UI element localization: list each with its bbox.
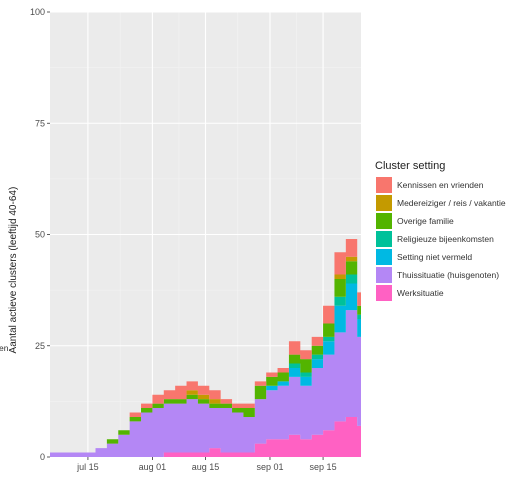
legend-label: Setting niet vermeld — [397, 252, 472, 262]
y-tick-label: 50 — [35, 230, 45, 240]
y-axis: 0 25 50 75 100 — [30, 7, 50, 462]
area-series — [50, 261, 361, 453]
legend-swatch — [376, 195, 392, 211]
x-tick-label: sep 01 — [256, 462, 283, 472]
legend-label: Religieuze bijeenkomsten — [397, 234, 494, 244]
legend-label: Medereiziger / reis / vakantie — [397, 198, 506, 208]
legend-label: Kennissen en vrienden — [397, 180, 484, 190]
legend-label: Werksituatie — [397, 288, 444, 298]
area-series — [50, 238, 361, 453]
y-tick-label: 25 — [35, 341, 45, 351]
x-tick-label: aug 01 — [139, 462, 167, 472]
legend-title: Cluster setting — [375, 160, 445, 172]
legend-swatch — [376, 213, 392, 229]
legend: Cluster setting Kennissen en vrienden Med… — [375, 160, 506, 301]
y-tick-label: 0 — [40, 452, 45, 462]
y-tick-label: 100 — [30, 7, 45, 17]
x-tick-label: jul 15 — [76, 462, 99, 472]
area-series — [50, 416, 361, 457]
y-tick-label: 75 — [35, 118, 45, 128]
legend-label: Thuissituatie (huisgenoten) — [397, 270, 499, 280]
x-axis: jul 15 aug 01 aug 15 sep 01 sep 15 — [76, 457, 337, 472]
legend-swatch — [376, 177, 392, 193]
stacked-areas — [50, 238, 361, 457]
x-tick-label: aug 15 — [192, 462, 220, 472]
y-axis-title: Aantal actieve clusters (leeftijd 40-64) — [8, 187, 19, 354]
area-series — [50, 310, 361, 457]
legend-swatch — [376, 231, 392, 247]
legend-swatch — [376, 285, 392, 301]
legend-label: Overige familie — [397, 216, 454, 226]
legend-swatch — [376, 267, 392, 283]
x-tick-label: sep 15 — [310, 462, 337, 472]
legend-swatch — [376, 249, 392, 265]
clipped-edge-text: en — [0, 343, 9, 353]
